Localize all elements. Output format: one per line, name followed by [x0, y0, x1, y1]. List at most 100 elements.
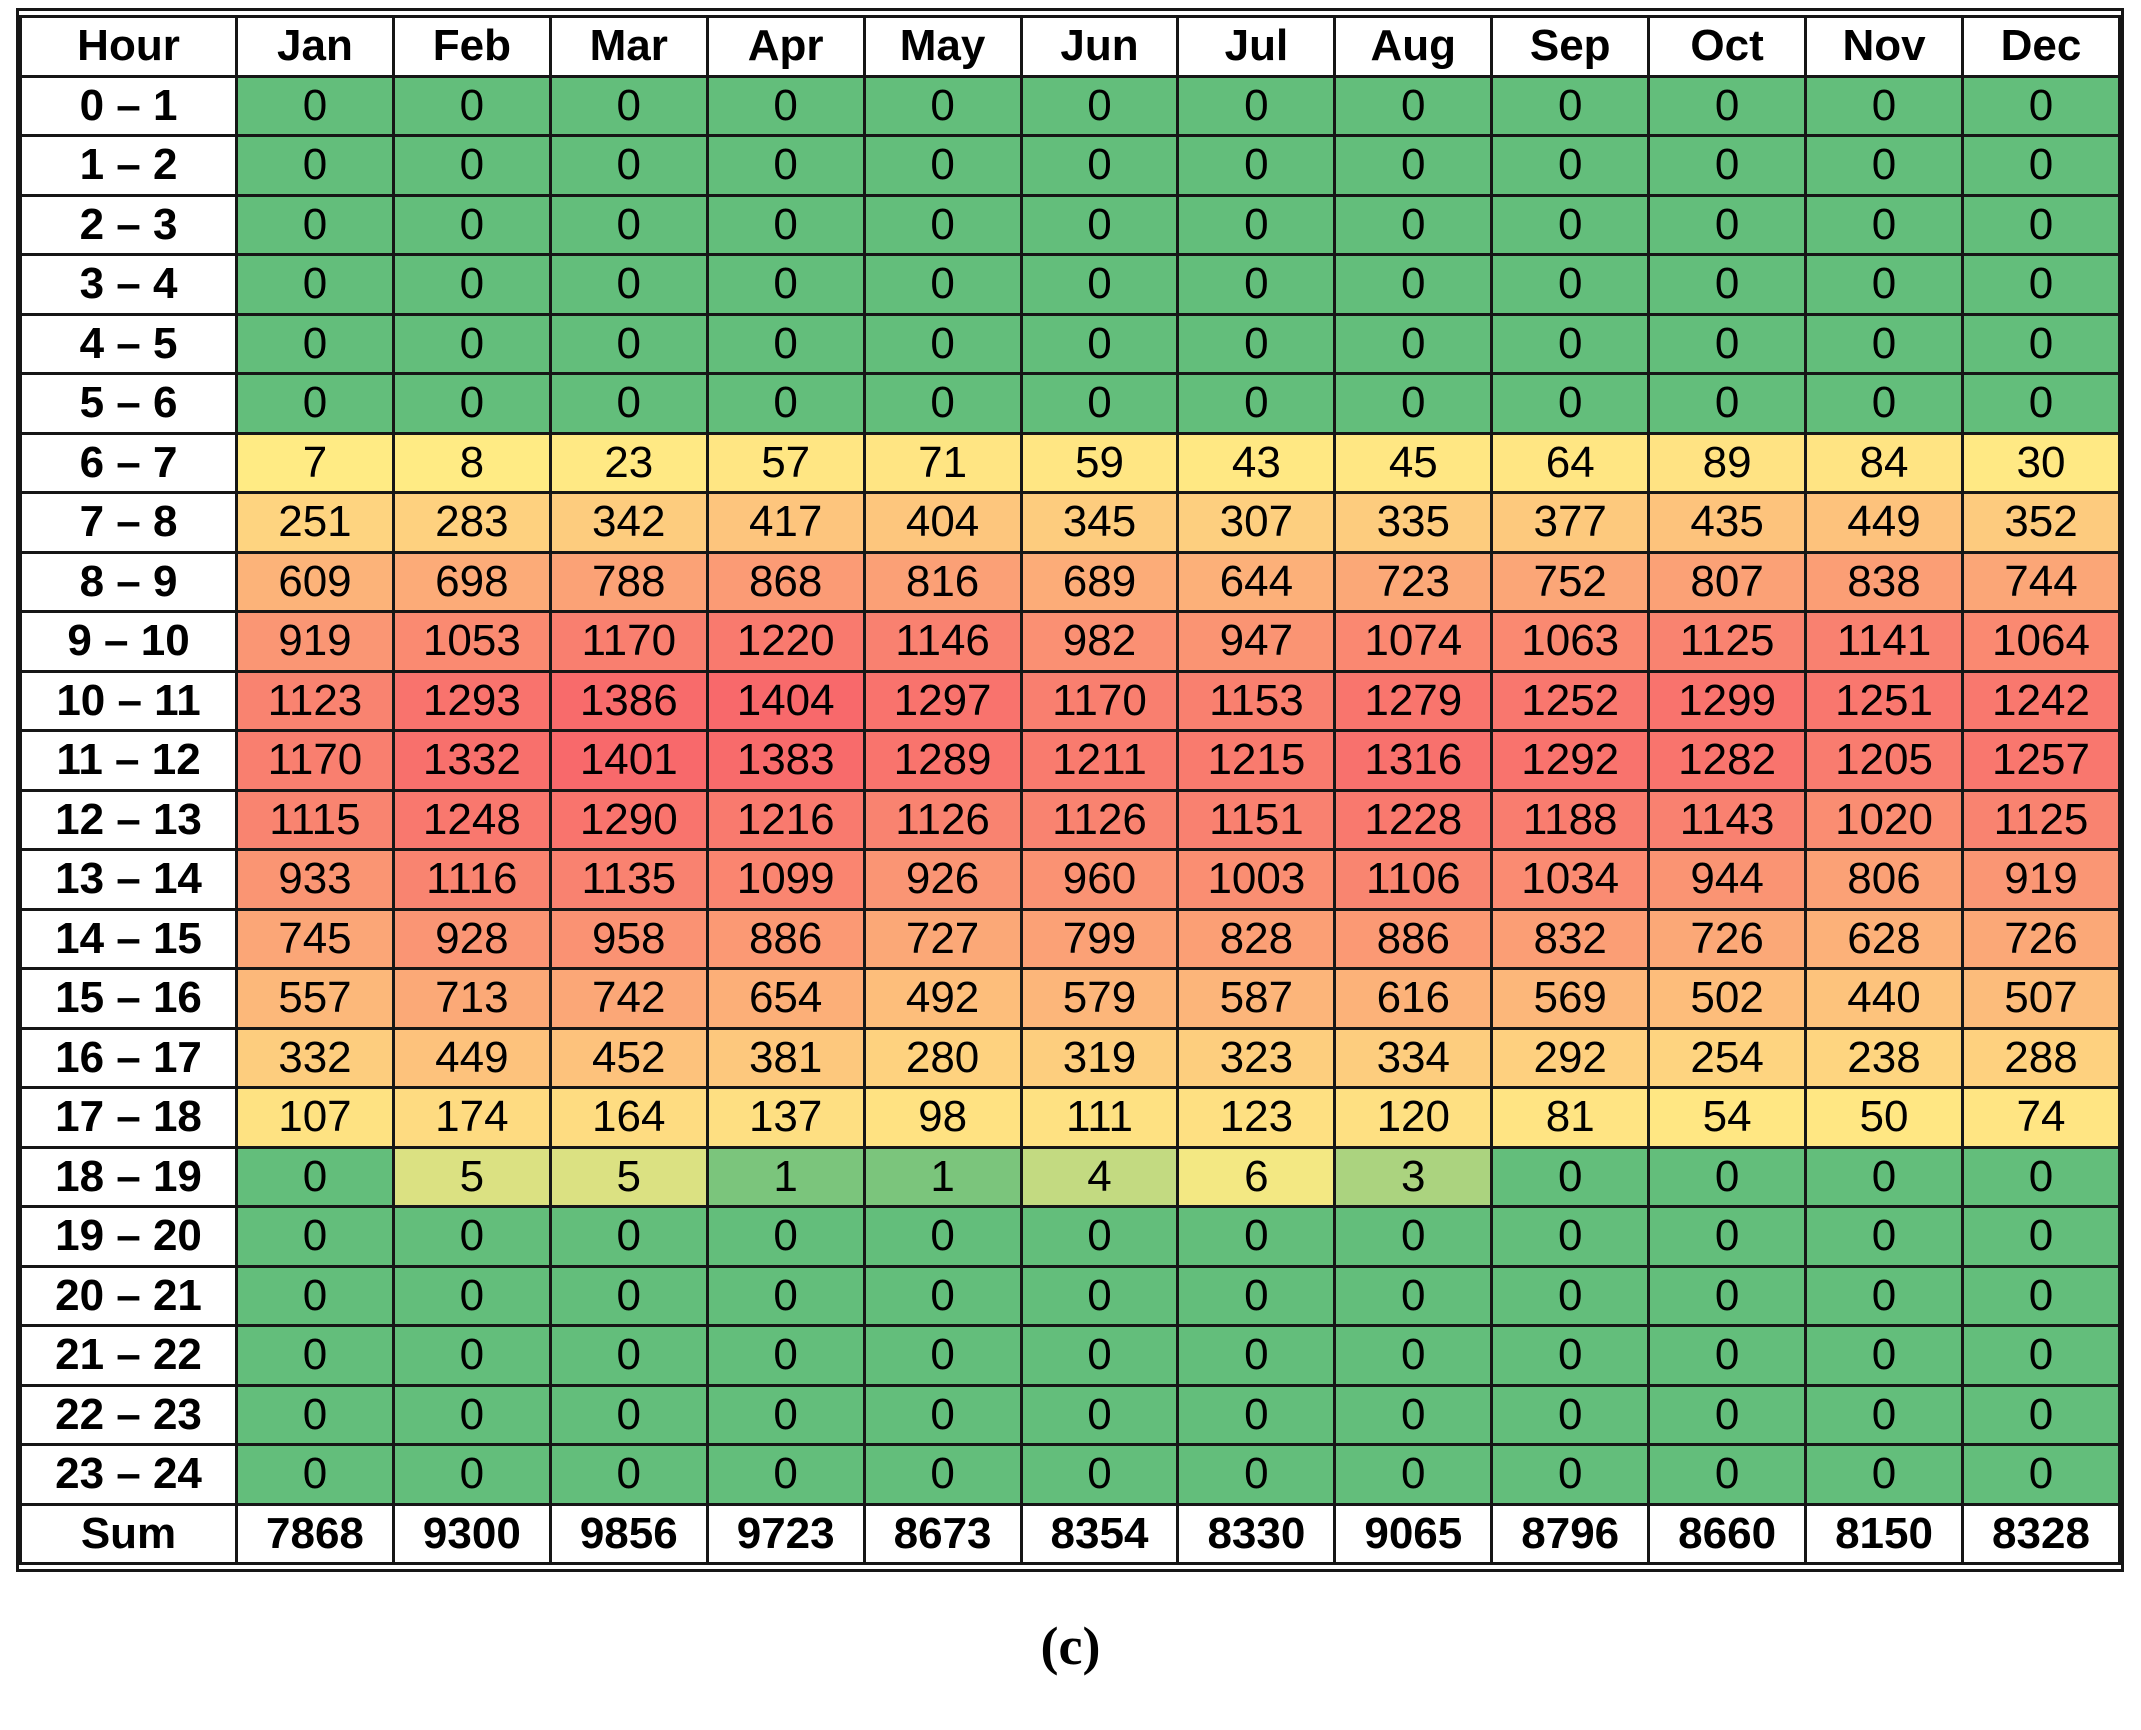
sum-cell: 8354 [1019, 1502, 1180, 1565]
value-cell: 84 [1804, 431, 1964, 494]
value-cell: 0 [548, 1443, 709, 1506]
hour-label: 9 – 10 [19, 610, 238, 673]
hour-row: 12 – 13 1115 1248 1290 1216 1126 1126 1151 1228 1… [19, 788, 2122, 851]
value-cell: 0 [1960, 1443, 2122, 1506]
value-cell: 579 [1019, 967, 1180, 1030]
value-cell: 1125 [1647, 610, 1808, 673]
value-cell: 0 [1647, 312, 1808, 375]
heatmap-table-frame: Hour Jan Feb Mar Apr May Jun Jul Aug Sep Oct Nov Dec… [16, 8, 2124, 1572]
value-cell: 0 [391, 1205, 552, 1268]
value-cell: 0 [1019, 1264, 1180, 1327]
value-cell: 0 [705, 134, 866, 197]
value-cell: 23 [548, 431, 709, 494]
hour-label: 12 – 13 [19, 788, 238, 851]
value-cell: 4 [1019, 1145, 1180, 1208]
value-cell: 0 [1019, 134, 1180, 197]
value-cell: 0 [1019, 193, 1180, 256]
value-cell: 0 [705, 1205, 866, 1268]
value-cell: 0 [1176, 193, 1337, 256]
value-cell: 0 [1333, 1205, 1494, 1268]
value-cell: 0 [391, 253, 552, 316]
value-cell: 0 [1176, 1443, 1337, 1506]
value-cell: 0 [705, 1264, 866, 1327]
value-cell: 0 [1490, 134, 1651, 197]
hour-label: 2 – 3 [19, 193, 238, 256]
value-cell: 0 [1019, 1324, 1180, 1387]
value-cell: 71 [862, 431, 1023, 494]
value-cell: 50 [1804, 1086, 1964, 1149]
value-cell: 0 [1176, 1205, 1337, 1268]
value-cell: 0 [1176, 253, 1337, 316]
value-cell: 1053 [391, 610, 552, 673]
value-cell: 0 [1333, 1443, 1494, 1506]
value-cell: 0 [862, 134, 1023, 197]
col-header-month: Dec [1960, 15, 2122, 78]
value-cell: 0 [705, 1383, 866, 1446]
sum-cell: 8328 [1960, 1502, 2122, 1565]
value-cell: 0 [1490, 193, 1651, 256]
value-cell: 0 [1960, 1145, 2122, 1208]
value-cell: 0 [1960, 253, 2122, 316]
value-cell: 1003 [1176, 848, 1337, 911]
value-cell: 557 [235, 967, 395, 1030]
value-cell: 816 [862, 550, 1023, 613]
value-cell: 0 [235, 1205, 395, 1268]
value-cell: 1257 [1960, 729, 2122, 792]
value-cell: 0 [391, 1324, 552, 1387]
value-cell: 1251 [1804, 669, 1964, 732]
value-cell: 1034 [1490, 848, 1651, 911]
value-cell: 1170 [548, 610, 709, 673]
value-cell: 0 [1647, 1205, 1808, 1268]
value-cell: 1290 [548, 788, 709, 851]
value-cell: 0 [1960, 74, 2122, 137]
value-cell: 0 [1176, 312, 1337, 375]
value-cell: 1 [862, 1145, 1023, 1208]
value-cell: 1293 [391, 669, 552, 732]
value-cell: 0 [548, 312, 709, 375]
value-cell: 30 [1960, 431, 2122, 494]
value-cell: 0 [862, 312, 1023, 375]
heatmap-table: Hour Jan Feb Mar Apr May Jun Jul Aug Sep Oct Nov Dec… [19, 15, 2122, 1565]
value-cell: 0 [1647, 1145, 1808, 1208]
hour-label: 13 – 14 [19, 848, 238, 911]
value-cell: 492 [862, 967, 1023, 1030]
value-cell: 1299 [1647, 669, 1808, 732]
value-cell: 644 [1176, 550, 1337, 613]
value-cell: 1332 [391, 729, 552, 792]
value-cell: 799 [1019, 907, 1180, 970]
value-cell: 1123 [235, 669, 395, 732]
value-cell: 1115 [235, 788, 395, 851]
value-cell: 0 [1804, 134, 1964, 197]
value-cell: 0 [1019, 253, 1180, 316]
value-cell: 0 [548, 1324, 709, 1387]
value-cell: 0 [1804, 1205, 1964, 1268]
value-cell: 0 [1490, 1383, 1651, 1446]
value-cell: 0 [1490, 74, 1651, 137]
col-header-month: Oct [1647, 15, 1808, 78]
value-cell: 958 [548, 907, 709, 970]
value-cell: 1106 [1333, 848, 1494, 911]
value-cell: 0 [548, 1264, 709, 1327]
hour-row: 23 – 24 0 0 0 0 0 0 0 0 0 0 0 0 [19, 1443, 2122, 1506]
value-cell: 1404 [705, 669, 866, 732]
value-cell: 752 [1490, 550, 1651, 613]
value-cell: 0 [862, 1383, 1023, 1446]
value-cell: 0 [391, 1264, 552, 1327]
value-cell: 960 [1019, 848, 1180, 911]
value-cell: 928 [391, 907, 552, 970]
value-cell: 1074 [1333, 610, 1494, 673]
sum-cell: 8673 [862, 1502, 1023, 1565]
header-row: Hour Jan Feb Mar Apr May Jun Jul Aug Sep Oct Nov Dec [19, 15, 2122, 78]
value-cell: 0 [1647, 372, 1808, 435]
value-cell: 352 [1960, 491, 2122, 554]
value-cell: 0 [1176, 1383, 1337, 1446]
value-cell: 0 [1804, 1145, 1964, 1208]
value-cell: 1126 [862, 788, 1023, 851]
value-cell: 0 [1490, 1443, 1651, 1506]
value-cell: 59 [1019, 431, 1180, 494]
value-cell: 0 [1019, 1383, 1180, 1446]
value-cell: 689 [1019, 550, 1180, 613]
